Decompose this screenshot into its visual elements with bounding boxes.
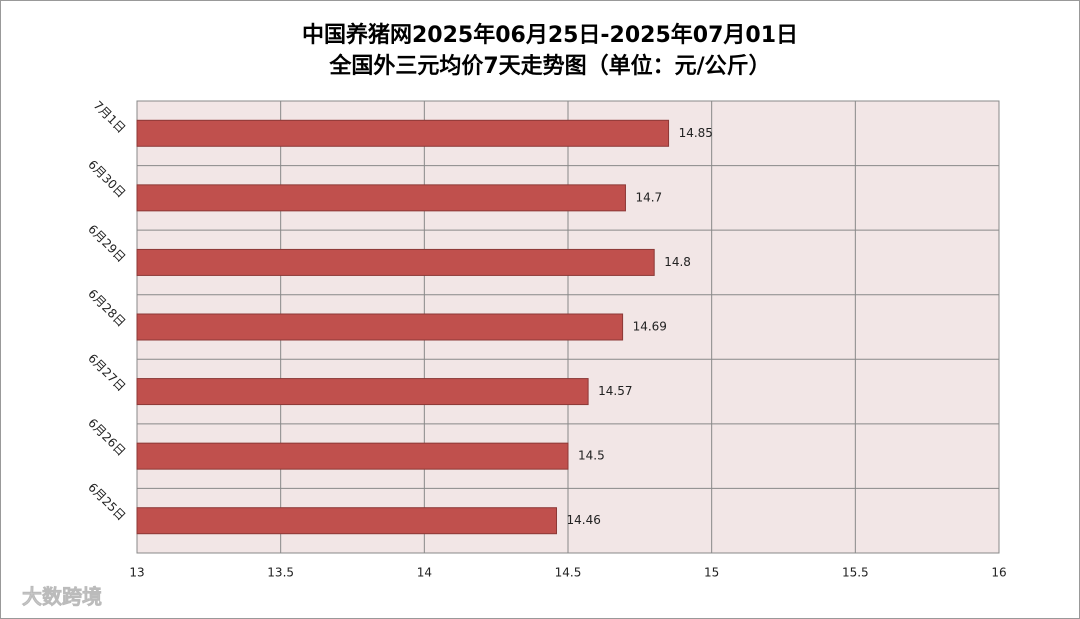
value-label: 14.7 [635,190,662,204]
x-tick-label: 16 [991,566,1006,580]
value-label: 14.57 [598,384,632,398]
bar [136,378,589,406]
bar [136,184,626,212]
chart-subtitle: 全国外三元均价7天走势图（单位：元/公斤） [328,53,770,79]
x-tick-label: 13.5 [267,566,294,580]
value-label: 14.5 [578,449,605,463]
value-label: 14.8 [664,255,691,269]
bar [136,507,558,535]
x-tick-label: 15 [704,566,719,580]
x-tick-label: 13 [129,566,144,580]
watermark: 大数跨境 [22,585,102,609]
value-label: 14.85 [679,126,713,140]
x-tick-label: 14.5 [555,566,582,580]
bar [136,248,655,276]
bar [136,442,569,470]
bar [136,313,624,341]
x-tick-label: 15.5 [842,566,869,580]
x-tick-label: 14 [417,566,432,580]
chart-title: 中国养猪网2025年06月25日-2025年07月01日 [302,22,798,48]
value-label: 14.46 [567,513,601,527]
bar [136,119,670,147]
value-label: 14.69 [633,320,667,334]
